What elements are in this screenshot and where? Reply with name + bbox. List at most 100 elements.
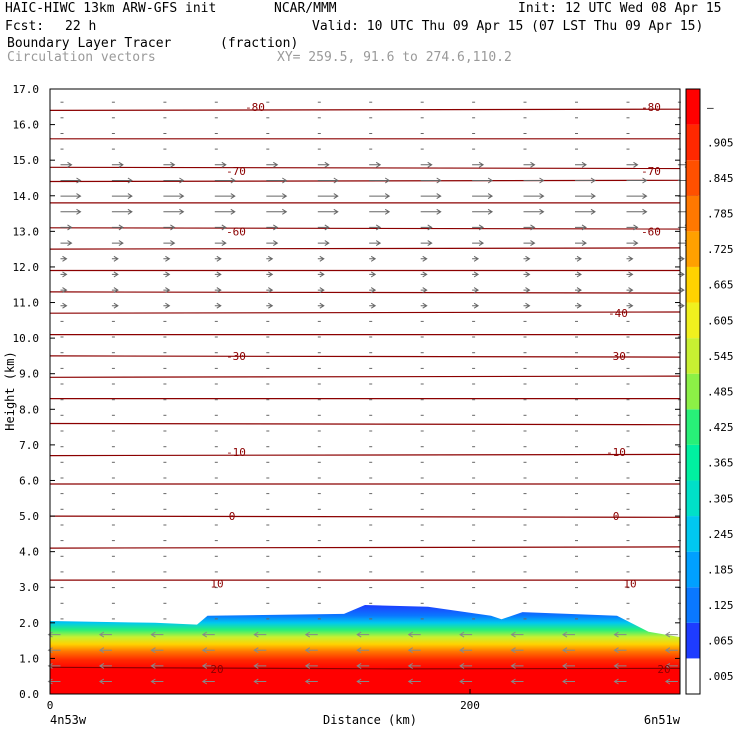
colorbar-label: .185 [707, 563, 734, 576]
wind-vector [60, 161, 73, 168]
wind-vector [266, 224, 279, 231]
wind-vector [163, 208, 185, 215]
y-tick-label: 4.0 [19, 546, 39, 559]
wind-vector [304, 662, 318, 669]
wind-vector [60, 287, 68, 294]
wind-vector [664, 678, 678, 685]
colorbar-label: .245 [707, 528, 734, 541]
tracer-field [50, 605, 680, 694]
isotherm-line [49, 453, 681, 457]
wind-vector [472, 161, 485, 168]
wind-vector [459, 678, 473, 685]
wind-vector [214, 208, 236, 215]
wind-vector [407, 678, 421, 685]
wind-vector [60, 224, 73, 231]
contour-label: 0 [229, 510, 236, 523]
contour-label: 0 [613, 510, 620, 523]
wind-vector [420, 224, 433, 231]
wind-vector [626, 161, 639, 168]
wind-vector [60, 208, 82, 215]
wind-vector [111, 161, 124, 168]
contour-label: -70 [641, 165, 661, 178]
wind-vector [253, 662, 267, 669]
wind-vector [201, 647, 215, 654]
wind-vector [575, 208, 596, 215]
colorbar-swatch [686, 89, 700, 125]
wind-vector [626, 177, 648, 184]
wind-vector [626, 271, 634, 278]
colorbar-label: .665 [707, 279, 734, 292]
wind-vector [214, 255, 222, 262]
x-left-endpoint: 4n53w [50, 713, 87, 727]
colorbar-label: .305 [707, 492, 734, 505]
isotherm-line [49, 375, 681, 378]
wind-vector [317, 208, 339, 215]
wind-vector [664, 647, 678, 654]
wind-vector [369, 287, 377, 294]
wind-vector [266, 208, 288, 215]
wind-vector [510, 631, 524, 638]
colorbar-swatch [686, 551, 700, 588]
wind-vector [317, 193, 339, 200]
colorbar-swatch [686, 124, 700, 161]
wind-vector [472, 208, 494, 215]
wind-vector [562, 631, 575, 638]
isotherm-line [49, 227, 681, 230]
colorbar-label: .125 [707, 599, 734, 612]
wind-vector [523, 240, 536, 247]
wind-vector [214, 240, 227, 247]
wind-vector [472, 224, 485, 231]
wind-vector [369, 208, 391, 215]
wind-vector [562, 662, 575, 669]
wind-vector [253, 678, 267, 685]
wind-vector [60, 177, 82, 184]
wind-vector [575, 177, 596, 184]
contour-label: -40 [608, 307, 628, 320]
wind-vector [523, 161, 536, 168]
isotherm-line [49, 291, 681, 294]
wind-vector [472, 302, 480, 309]
wind-vector [510, 678, 524, 685]
wind-vector [575, 271, 582, 278]
wind-vector [266, 161, 279, 168]
wind-vector [420, 255, 428, 262]
colorbar: .005 .065 .125 .185 .245 .305 .365 .425 .485 .545… [685, 88, 734, 695]
wind-vector [523, 224, 536, 231]
wind-vector [575, 240, 587, 247]
wind-vector [356, 647, 370, 654]
y-tick-label: 9.0 [19, 368, 39, 381]
axes: 0.0 1.0 2.0 3.0 4.0 5.0 6.0 7.0 8.0 9.0 10.0 11.0 12… [3, 83, 681, 727]
colorbar-label: .065 [707, 635, 734, 648]
field-units: (fraction) [220, 36, 299, 51]
wind-vector [266, 193, 288, 200]
wind-vector [266, 177, 288, 184]
wind-vector [523, 287, 531, 294]
wind-vector [60, 302, 68, 309]
wind-vector [472, 240, 485, 247]
wind-vector [201, 678, 215, 685]
contour-label: 20 [657, 663, 670, 676]
x-right-endpoint: 6n51w [644, 713, 681, 727]
wind-vector [613, 631, 627, 638]
wind-vector [420, 240, 433, 247]
wind-vector [214, 224, 227, 231]
colorbar-label: .725 [707, 243, 734, 256]
wind-vector [575, 287, 582, 294]
wind-vector [575, 255, 582, 262]
y-tick-label: 12.0 [13, 261, 40, 274]
wind-vector [664, 662, 678, 669]
x-tick-label: 0 [47, 699, 54, 712]
y-axis-label: Height (km) [3, 351, 17, 430]
wind-vector [626, 240, 639, 247]
y-tick-label: 6.0 [19, 474, 39, 487]
wind-vector [253, 647, 267, 654]
isotherm-line [49, 422, 681, 426]
plot-frame [49, 88, 681, 695]
wind-vector [150, 678, 164, 685]
isotherm-line [49, 666, 681, 670]
wind-vector [369, 255, 377, 262]
wind-vector [613, 678, 627, 685]
wind-vector [472, 271, 480, 278]
wind-vector [317, 271, 325, 278]
wind-vector [111, 302, 119, 309]
